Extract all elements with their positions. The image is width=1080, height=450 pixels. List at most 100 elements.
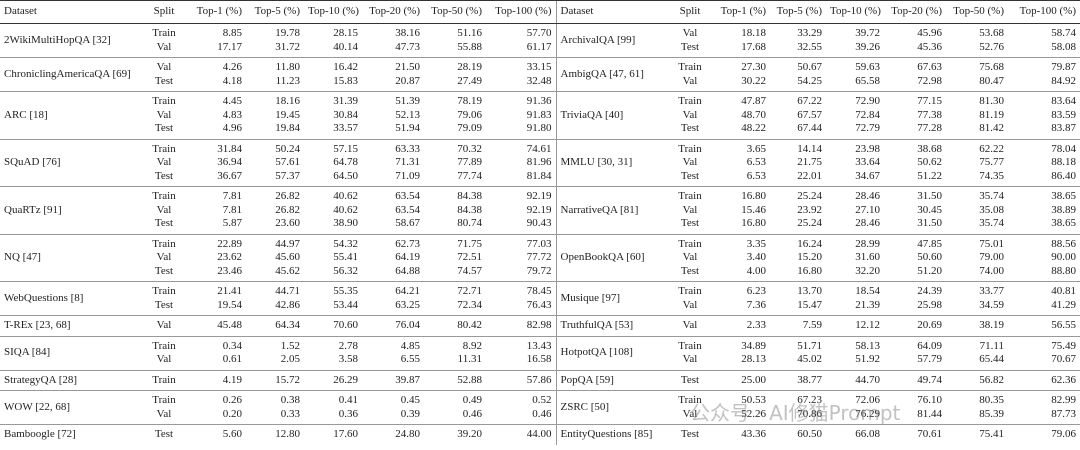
value-cell: 8.85 bbox=[188, 23, 246, 41]
split-cell: Val bbox=[156, 203, 172, 216]
split-cell: Test bbox=[154, 298, 174, 311]
value-cell: 33.77 bbox=[946, 281, 1008, 299]
value-cell: 0.36 bbox=[338, 407, 358, 420]
value-cell: 71.09 bbox=[395, 169, 420, 182]
dataset-cell: EntityQuestions [85] bbox=[555, 424, 666, 445]
value-cell: 44.00 bbox=[486, 424, 556, 445]
split-cell: Train bbox=[140, 390, 188, 408]
split-cell: Test bbox=[680, 264, 700, 277]
value-cell: 91.36 bbox=[486, 91, 556, 109]
value-cell: 40.62 bbox=[304, 186, 362, 204]
value-cell: 59.63 bbox=[826, 57, 884, 75]
value-cell: 6.55 bbox=[400, 353, 420, 365]
value-cell: 23.92 bbox=[797, 203, 822, 216]
value-cell: 3.40 bbox=[746, 251, 766, 263]
value-cell: 43.36 bbox=[714, 424, 770, 445]
value-cell: 0.38 bbox=[246, 390, 304, 408]
value-cell: 33.15 bbox=[486, 57, 556, 75]
table-row: ChroniclingAmericaQA [69] Val 4.26 11.80 16.… bbox=[0, 57, 1080, 92]
value-cell: 70.86 bbox=[797, 407, 822, 420]
value-cell: 24.39 bbox=[884, 281, 946, 299]
value-cell: 67.22 bbox=[770, 91, 826, 109]
split-cell: Train bbox=[666, 138, 714, 156]
value-cell: 20.69 bbox=[884, 315, 946, 336]
value-cell: 16.42 bbox=[304, 57, 362, 75]
value-cell: 39.20 bbox=[424, 424, 486, 445]
value-cell: 51.71 bbox=[770, 335, 826, 353]
value-cell: 16.58 bbox=[526, 353, 552, 365]
value-cell: 83.87 bbox=[1051, 122, 1076, 134]
value-cell: 47.85 bbox=[884, 233, 946, 251]
value-cell: 90.43 bbox=[526, 217, 552, 229]
value-cell: 40.62 bbox=[333, 203, 358, 216]
value-cell: 85.39 bbox=[979, 407, 1004, 420]
value-cell: 77.03 bbox=[486, 233, 556, 251]
value-cell: 6.53 bbox=[746, 169, 766, 182]
split-cell: Test bbox=[666, 424, 714, 445]
value-cell: 75.77 bbox=[979, 156, 1004, 168]
table-row: Test 4.96 19.84 33.57 51.94 79.09 91.80 Test 48.… bbox=[0, 122, 1080, 139]
column-header: Top-5 (%) bbox=[246, 0, 304, 24]
table-row: SIQA [84] Train 0.34 1.52 2.78 4.85 8.92 13.43 H… bbox=[0, 335, 1080, 370]
value-cell: 65.44 bbox=[979, 353, 1004, 365]
table-row: Test 4.18 11.23 15.83 20.87 27.49 32.48 Val 30.2… bbox=[0, 75, 1080, 92]
value-cell: 19.45 bbox=[275, 108, 300, 121]
value-cell: 38.90 bbox=[333, 217, 358, 229]
value-cell: 25.24 bbox=[770, 186, 826, 204]
value-cell: 45.96 bbox=[884, 23, 946, 41]
split-cell: Train bbox=[140, 23, 188, 41]
split-cell: Train bbox=[140, 138, 188, 156]
table-row: Test 36.67 57.37 64.50 71.09 77.74 81.84 Test 6.… bbox=[0, 170, 1080, 187]
value-cell: 35.74 bbox=[979, 217, 1004, 229]
value-cell: 7.59 bbox=[770, 315, 826, 336]
split-cell: Val bbox=[682, 407, 698, 420]
value-cell: 80.74 bbox=[457, 217, 482, 229]
value-cell: 51.16 bbox=[424, 23, 486, 41]
value-cell: 0.33 bbox=[280, 407, 300, 420]
value-cell: 67.63 bbox=[884, 57, 946, 75]
dataset-cell: TriviaQA [40] bbox=[555, 91, 666, 139]
split-cell: Train bbox=[666, 233, 714, 251]
value-cell: 70.32 bbox=[424, 138, 486, 156]
value-cell: 6.53 bbox=[746, 156, 766, 168]
split-cell: Val bbox=[682, 108, 698, 121]
value-cell: 17.60 bbox=[304, 424, 362, 445]
value-cell: 72.98 bbox=[917, 74, 942, 87]
value-cell: 88.56 bbox=[1008, 233, 1080, 251]
value-cell: 31.72 bbox=[275, 40, 300, 53]
split-cell: Train bbox=[140, 281, 188, 299]
split-cell: Test bbox=[680, 40, 700, 53]
value-cell: 2.78 bbox=[304, 335, 362, 353]
value-cell: 64.09 bbox=[884, 335, 946, 353]
value-cell: 57.79 bbox=[917, 353, 942, 365]
value-cell: 64.78 bbox=[333, 156, 358, 168]
value-cell: 92.19 bbox=[526, 203, 552, 216]
value-cell: 58.67 bbox=[395, 217, 420, 229]
split-cell: Val bbox=[682, 353, 698, 365]
value-cell: 56.32 bbox=[333, 264, 358, 277]
value-cell: 30.22 bbox=[741, 74, 766, 87]
value-cell: 35.74 bbox=[946, 186, 1008, 204]
value-cell: 14.14 bbox=[770, 138, 826, 156]
value-cell: 0.61 bbox=[222, 353, 242, 365]
value-cell: 79.00 bbox=[979, 251, 1004, 263]
value-cell: 50.60 bbox=[917, 251, 942, 263]
value-cell: 86.40 bbox=[1051, 169, 1076, 182]
value-cell: 63.25 bbox=[395, 298, 420, 311]
value-cell: 79.06 bbox=[1008, 424, 1080, 445]
split-cell: Test bbox=[680, 169, 700, 182]
value-cell: 72.84 bbox=[855, 108, 880, 121]
value-cell: 18.16 bbox=[246, 91, 304, 109]
value-cell: 7.36 bbox=[746, 298, 766, 311]
value-cell: 7.81 bbox=[188, 186, 246, 204]
value-cell: 56.82 bbox=[946, 369, 1008, 391]
value-cell: 0.34 bbox=[188, 335, 246, 353]
value-cell: 12.80 bbox=[246, 424, 304, 445]
value-cell: 27.30 bbox=[714, 57, 770, 75]
dataset-cell: SIQA [84] bbox=[0, 335, 140, 370]
dataset-cell: WebQuestions [8] bbox=[0, 281, 140, 316]
value-cell: 5.87 bbox=[222, 217, 242, 229]
value-cell: 33.64 bbox=[855, 156, 880, 168]
